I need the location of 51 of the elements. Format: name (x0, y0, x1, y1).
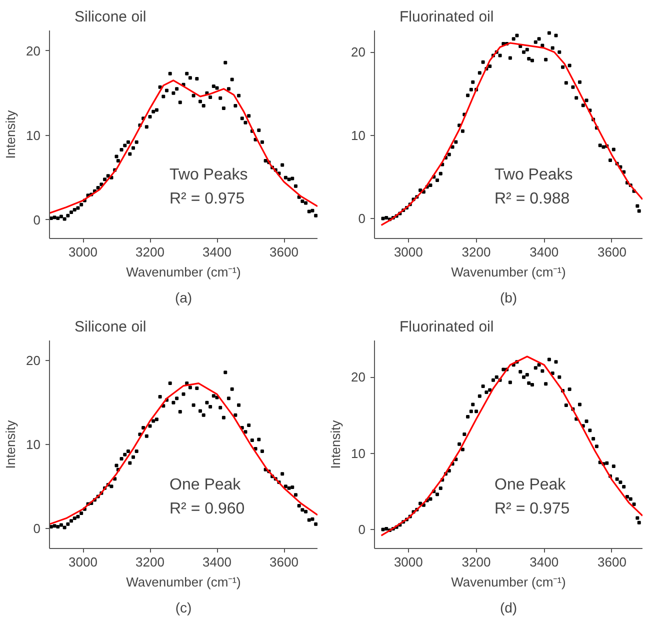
x-tick-label: 3000 (68, 244, 98, 260)
y-tick-label: 0 (358, 211, 366, 226)
x-tick-label: 3600 (270, 554, 298, 570)
x-tick-label: 3600 (598, 554, 626, 570)
annotation: R² = 0.975 (494, 500, 570, 518)
chart-title: Fluorinated oil (400, 318, 494, 336)
x-tick-label: 3200 (136, 244, 164, 260)
x-tick-label: 3200 (462, 244, 491, 260)
x-tick-label: 3600 (598, 244, 626, 260)
y-tick-label: 10 (351, 446, 366, 461)
x-tick-label: 3000 (394, 244, 423, 260)
chart-title: Fluorinated oil (400, 8, 494, 26)
y-tick-label: 0 (33, 212, 41, 228)
x-tick-label: 3200 (136, 554, 164, 570)
annotation: Two Peaks (494, 166, 573, 184)
x-tick-label: 3600 (270, 244, 298, 260)
y-tick-label: 10 (26, 437, 41, 452)
y-tick-label: 0 (358, 522, 366, 537)
y-tick-label: 10 (351, 128, 366, 143)
text: (d) (500, 600, 518, 616)
y-tick-label: 20 (26, 353, 41, 368)
annotation: One Peak (494, 476, 567, 494)
chart-title: Silicone oil (74, 8, 146, 26)
y-tick-label: 20 (26, 43, 41, 58)
y-tick-label: 20 (351, 44, 366, 60)
x-axis-title: Wavenumber (cm⁻¹) (451, 574, 566, 590)
y-tick-label: 10 (26, 128, 41, 143)
annotation: Two Peaks (170, 166, 248, 184)
x-axis-title: Wavenumber (cm⁻¹) (451, 264, 566, 280)
x-axis-title: Wavenumber (cm⁻¹) (126, 264, 241, 280)
x-tick-label: 3400 (530, 554, 559, 570)
annotation: R² = 0.960 (170, 500, 245, 518)
annotation: R² = 0.988 (494, 190, 570, 208)
text: (c) (175, 600, 192, 616)
chart-title: Silicone oil (74, 318, 146, 336)
text: (a) (174, 290, 192, 306)
x-tick-label: 3400 (202, 554, 232, 570)
text: (b) (500, 290, 518, 306)
x-axis-title: Wavenumber (cm⁻¹) (126, 574, 241, 590)
y-axis-title: Intensity (3, 110, 18, 159)
x-tick-label: 3000 (68, 554, 98, 570)
y-tick-label: 20 (351, 370, 366, 385)
annotation: R² = 0.975 (170, 190, 245, 208)
y-axis-title: Intensity (328, 420, 344, 469)
x-tick-label: 3400 (530, 244, 559, 260)
y-tick-label: 0 (33, 520, 41, 536)
annotation: One Peak (170, 476, 242, 494)
x-tick-label: 3400 (202, 244, 232, 260)
y-axis-title: Intensity (3, 420, 18, 469)
x-tick-label: 3200 (462, 554, 491, 570)
x-tick-label: 3000 (394, 554, 423, 570)
